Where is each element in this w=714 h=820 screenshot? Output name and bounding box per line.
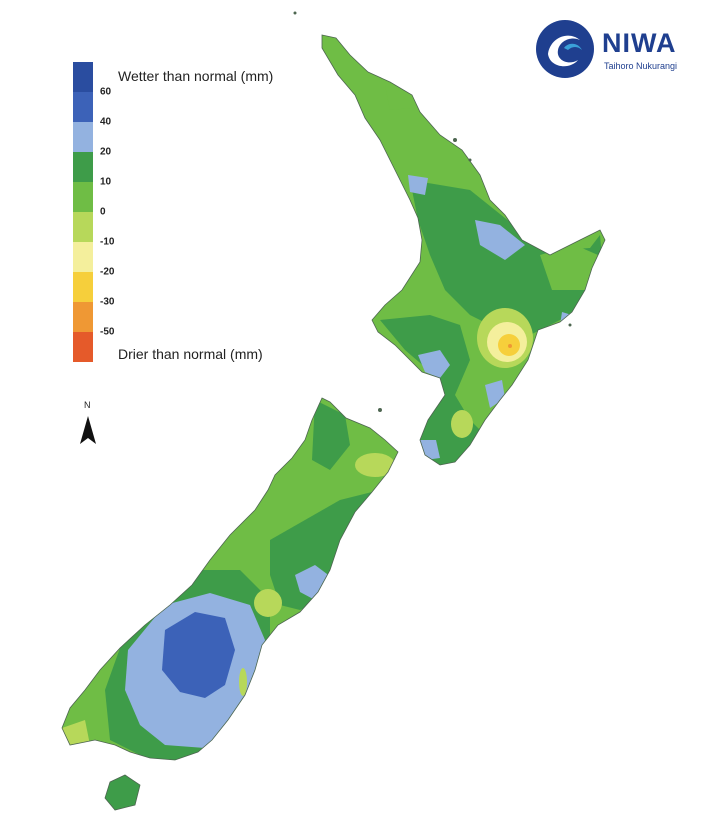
- legend-tick: -10: [100, 236, 115, 248]
- north-island: [321, 34, 606, 466]
- legend-swatch: [73, 122, 93, 152]
- legend: 60 40 20 10 0 -10 -20 -30 -50 Wetter tha…: [73, 62, 293, 372]
- offshore-islets: [293, 11, 572, 412]
- legend-swatch: [73, 152, 93, 182]
- south-island: [61, 397, 399, 761]
- legend-tick: 0: [100, 206, 106, 218]
- niwa-swirl-icon: [536, 20, 594, 78]
- legend-tick: -50: [100, 326, 115, 338]
- legend-swatch: [73, 62, 93, 92]
- legend-swatch: [73, 182, 93, 212]
- legend-tick: 20: [100, 146, 112, 158]
- legend-swatch: [73, 212, 93, 242]
- legend-swatch: [73, 92, 93, 122]
- legend-wetter-label: Wetter than normal (mm): [118, 68, 274, 84]
- legend-swatch: [73, 332, 93, 362]
- legend-swatch: [73, 302, 93, 332]
- legend-tick: 10: [100, 176, 112, 188]
- logo-subtitle: Taihoro Nukurangi: [604, 61, 678, 71]
- legend-tick: -20: [100, 266, 115, 278]
- legend-tick: 60: [100, 86, 112, 98]
- legend-tick: -30: [100, 296, 115, 308]
- legend-tick: 40: [100, 116, 112, 128]
- legend-drier-label: Drier than normal (mm): [118, 346, 263, 362]
- logo-name: NIWA: [602, 28, 677, 58]
- legend-swatch: [73, 242, 93, 272]
- legend-swatch: [73, 272, 93, 302]
- north-arrow-icon: [80, 416, 96, 444]
- stewart-island: [104, 774, 141, 811]
- north-arrow: N: [78, 400, 98, 446]
- north-label: N: [84, 400, 91, 410]
- niwa-logo: NIWA Taihoro Nukurangi: [534, 18, 704, 78]
